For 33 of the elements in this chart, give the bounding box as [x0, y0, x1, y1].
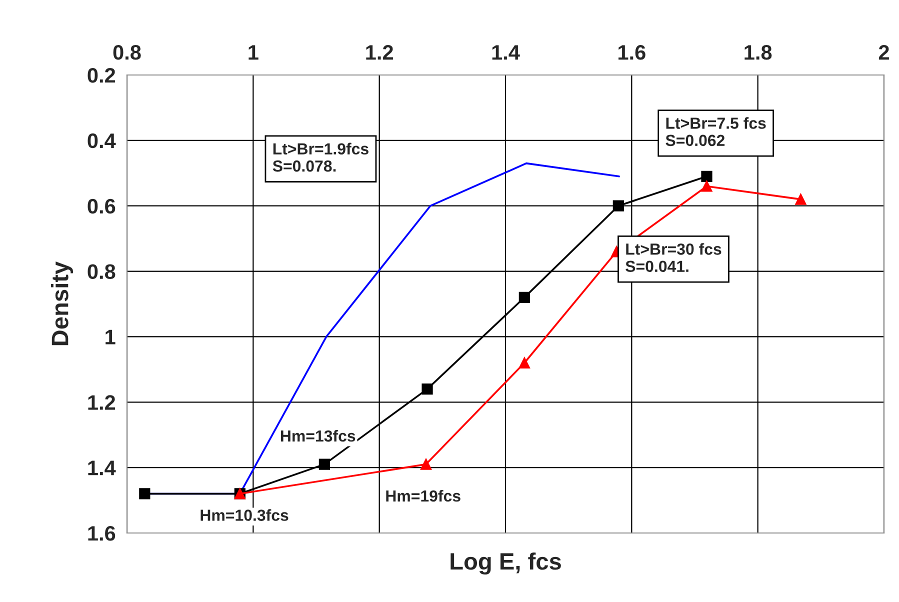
annotation: Hm=13fcs: [280, 430, 356, 442]
x-axis-title: Log E, fcs: [450, 552, 561, 575]
y-tick-label: 0.2: [88, 68, 116, 83]
y-axis-title: Density: [51, 261, 74, 346]
point: [701, 170, 712, 182]
y-tick-label: 0.8: [88, 264, 116, 280]
y-tick-label: 1.6: [88, 526, 116, 541]
point: [318, 458, 330, 470]
point: [139, 488, 150, 500]
point: [701, 180, 712, 192]
point: [518, 357, 530, 368]
point: [612, 200, 624, 212]
y-tick-label: 1: [106, 330, 116, 344]
x-tick-label: 1.4: [492, 45, 520, 60]
x-tick-label: 1: [248, 45, 258, 60]
point: [420, 458, 432, 470]
y-tick-label: 0.4: [88, 133, 116, 148]
annotation: Lt>Br=7.5 fcs S=0.062: [666, 117, 766, 146]
x-tick-label: 1.2: [366, 45, 393, 60]
annotation: Lt>Br=30 fcs S=0.041.: [626, 243, 722, 272]
annotation: Lt>Br=1.9fcs S=0.078.: [272, 142, 368, 172]
y-tick-label: 1.2: [88, 395, 116, 410]
x-tick-label: 0.8: [113, 45, 141, 60]
point: [795, 194, 806, 205]
point: [422, 384, 433, 395]
x-tick-label: 1.6: [618, 45, 646, 60]
y-tick-label: 0.6: [88, 198, 116, 214]
y-tick-label: 1.4: [88, 460, 116, 476]
annotation: Hm=10.3fcs: [200, 509, 288, 521]
x-tick-label: 2: [878, 45, 889, 60]
x-tick-label: 1.8: [744, 45, 772, 60]
annotation: Hm=19fcs: [386, 490, 460, 502]
point: [518, 292, 530, 304]
